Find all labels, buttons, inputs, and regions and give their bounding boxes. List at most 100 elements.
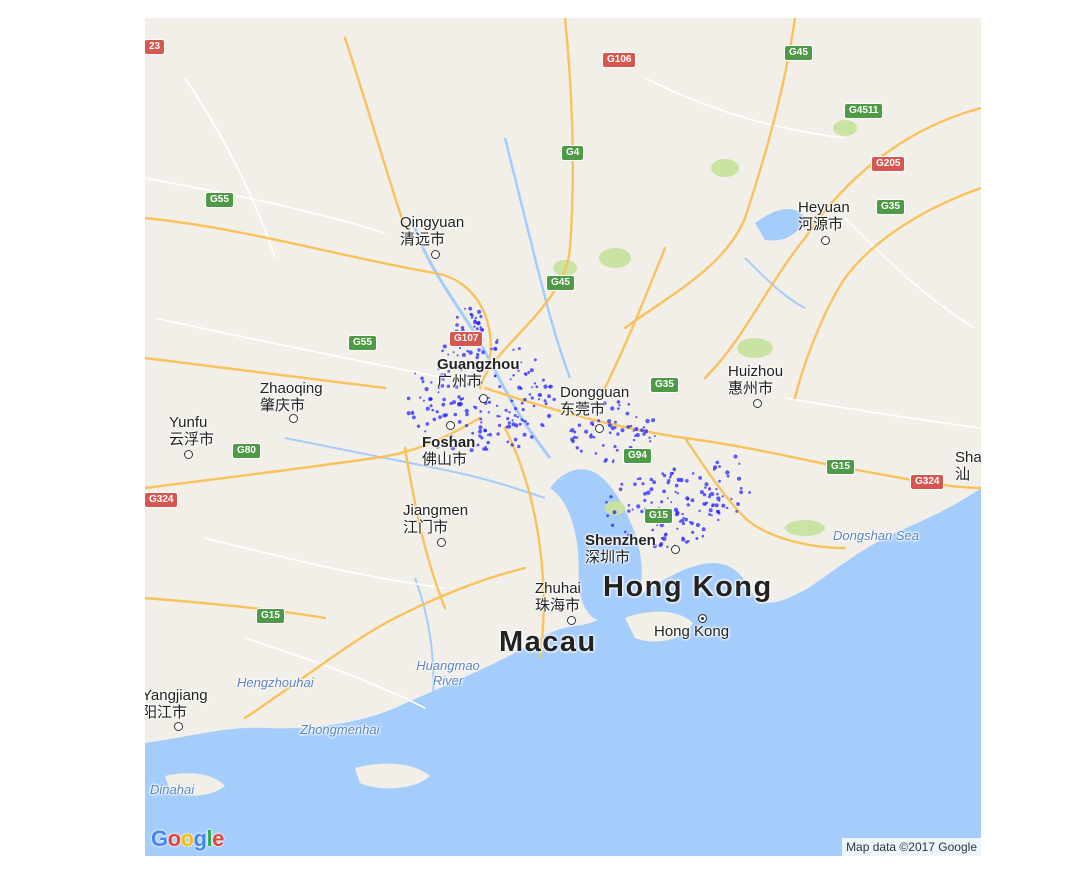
data-point	[640, 428, 644, 433]
map-attribution[interactable]: Map data ©2017 Google	[842, 838, 981, 856]
data-point	[651, 418, 656, 423]
data-point	[487, 400, 492, 404]
highway-shield: G55	[349, 336, 376, 350]
island	[625, 611, 693, 642]
data-point	[474, 316, 478, 320]
data-point	[704, 486, 707, 489]
city-marker-icon[interactable]	[184, 450, 193, 459]
data-point	[441, 402, 446, 407]
data-point	[435, 410, 439, 414]
data-point	[658, 507, 661, 510]
data-point	[676, 477, 681, 482]
data-point	[442, 413, 447, 418]
data-point	[516, 415, 519, 419]
city-marker-icon[interactable]	[289, 414, 298, 423]
data-point	[472, 363, 475, 366]
city-marker-icon[interactable]	[567, 616, 576, 625]
data-point	[606, 514, 610, 518]
map[interactable]: Qingyuan 清远市 Guangzhou 广州市 Dongguan 东莞市 Huizho…	[145, 18, 981, 856]
data-point	[682, 516, 685, 520]
data-point	[457, 395, 461, 399]
highway-shield: G15	[827, 460, 854, 474]
data-point	[717, 518, 720, 522]
river	[744, 257, 806, 309]
data-point	[506, 417, 510, 421]
data-point	[440, 383, 445, 388]
data-point	[535, 385, 539, 389]
city-marker-icon[interactable]	[446, 421, 455, 430]
city-marker-icon[interactable]	[671, 545, 680, 554]
data-point	[520, 418, 524, 422]
city-marker-icon[interactable]	[698, 614, 707, 623]
data-point	[630, 536, 634, 541]
data-point	[518, 422, 522, 426]
data-point	[416, 424, 421, 428]
data-point	[455, 323, 459, 327]
data-point	[533, 382, 537, 385]
data-point	[440, 373, 444, 377]
city-marker-icon[interactable]	[479, 394, 488, 403]
highway-shield: G45	[547, 276, 574, 290]
data-point	[633, 482, 637, 487]
data-point	[428, 397, 432, 401]
data-point	[569, 430, 572, 432]
data-point	[539, 393, 542, 397]
highway-shield: G324	[911, 475, 944, 489]
city-marker-icon[interactable]	[595, 424, 604, 433]
data-point	[661, 472, 664, 475]
data-point	[726, 474, 730, 478]
data-point	[717, 511, 721, 515]
data-point	[476, 321, 481, 326]
data-point	[451, 361, 454, 364]
data-point	[662, 473, 667, 478]
data-point	[420, 376, 424, 381]
data-point	[455, 315, 459, 319]
data-point	[701, 527, 706, 532]
data-point	[414, 372, 417, 375]
data-point	[485, 361, 488, 365]
data-point	[612, 510, 617, 515]
data-point	[739, 490, 743, 495]
data-point	[648, 436, 651, 439]
data-point	[481, 329, 484, 332]
data-point	[699, 490, 704, 495]
data-point	[547, 394, 551, 399]
data-point	[506, 424, 512, 429]
data-point	[584, 408, 589, 412]
data-point	[649, 477, 654, 482]
data-point	[636, 477, 639, 481]
data-point	[572, 435, 577, 440]
city-marker-icon[interactable]	[753, 399, 762, 408]
data-point	[632, 438, 636, 442]
data-point	[425, 406, 430, 411]
data-point	[473, 320, 478, 325]
data-point	[604, 458, 608, 462]
data-point	[610, 426, 615, 431]
data-point	[537, 398, 541, 401]
data-point	[656, 524, 659, 527]
highway-shield: G35	[651, 378, 678, 392]
data-point	[507, 421, 511, 425]
city-marker-icon[interactable]	[431, 250, 440, 259]
data-point	[660, 536, 664, 540]
city-marker-icon[interactable]	[174, 722, 183, 731]
data-point	[495, 404, 499, 407]
data-point	[652, 480, 656, 485]
island	[165, 773, 225, 796]
data-point	[532, 404, 536, 408]
data-point	[711, 504, 714, 508]
highway-shield: G4	[562, 146, 584, 160]
data-point	[610, 406, 615, 411]
data-point	[698, 509, 701, 513]
data-point	[480, 436, 484, 440]
data-point	[475, 327, 479, 331]
data-point	[738, 462, 741, 465]
data-point	[658, 543, 663, 548]
data-point	[475, 355, 479, 360]
data-point	[651, 528, 655, 532]
city-marker-icon[interactable]	[437, 538, 446, 547]
data-point	[524, 420, 527, 423]
data-point	[478, 434, 482, 438]
data-point	[456, 354, 459, 357]
city-marker-icon[interactable]	[821, 236, 830, 245]
